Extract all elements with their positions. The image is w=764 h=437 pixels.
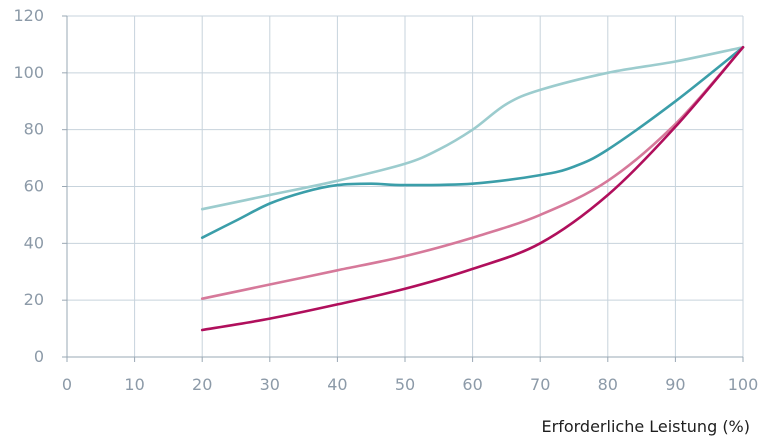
y-tick-label: 120 [13,6,44,25]
series-group [200,46,745,332]
axes [62,15,744,362]
series-line-1 [200,46,745,211]
x-tick-label: 30 [260,375,280,394]
x-axis-label: Erforderliche Leistung (%) [542,417,750,436]
x-tick-label: 0 [62,375,72,394]
y-tick-label: 60 [24,177,44,196]
y-tick-labels: 0 20 40 60 80 100 120 [13,6,44,366]
series-line-4 [200,46,745,332]
grid [67,15,744,357]
y-tick-label: 40 [24,233,44,252]
x-tick-label: 70 [530,375,550,394]
x-tick-label: 40 [327,375,347,394]
y-tick-label: 20 [24,290,44,309]
x-tick-label: 80 [598,375,618,394]
x-tick-label: 90 [665,375,685,394]
y-tick-label: 100 [13,63,44,82]
y-tick-label: 0 [34,347,44,366]
x-tick-label: 60 [462,375,482,394]
y-tick-label: 80 [24,120,44,139]
x-tick-labels: 0 10 20 30 40 50 60 70 80 90 100 [62,375,758,394]
x-tick-label: 50 [395,375,415,394]
series-line-3 [200,46,745,300]
x-tick-label: 10 [124,375,144,394]
series-line-2 [200,46,745,239]
x-tick-label: 100 [728,375,759,394]
x-tick-label: 20 [192,375,212,394]
